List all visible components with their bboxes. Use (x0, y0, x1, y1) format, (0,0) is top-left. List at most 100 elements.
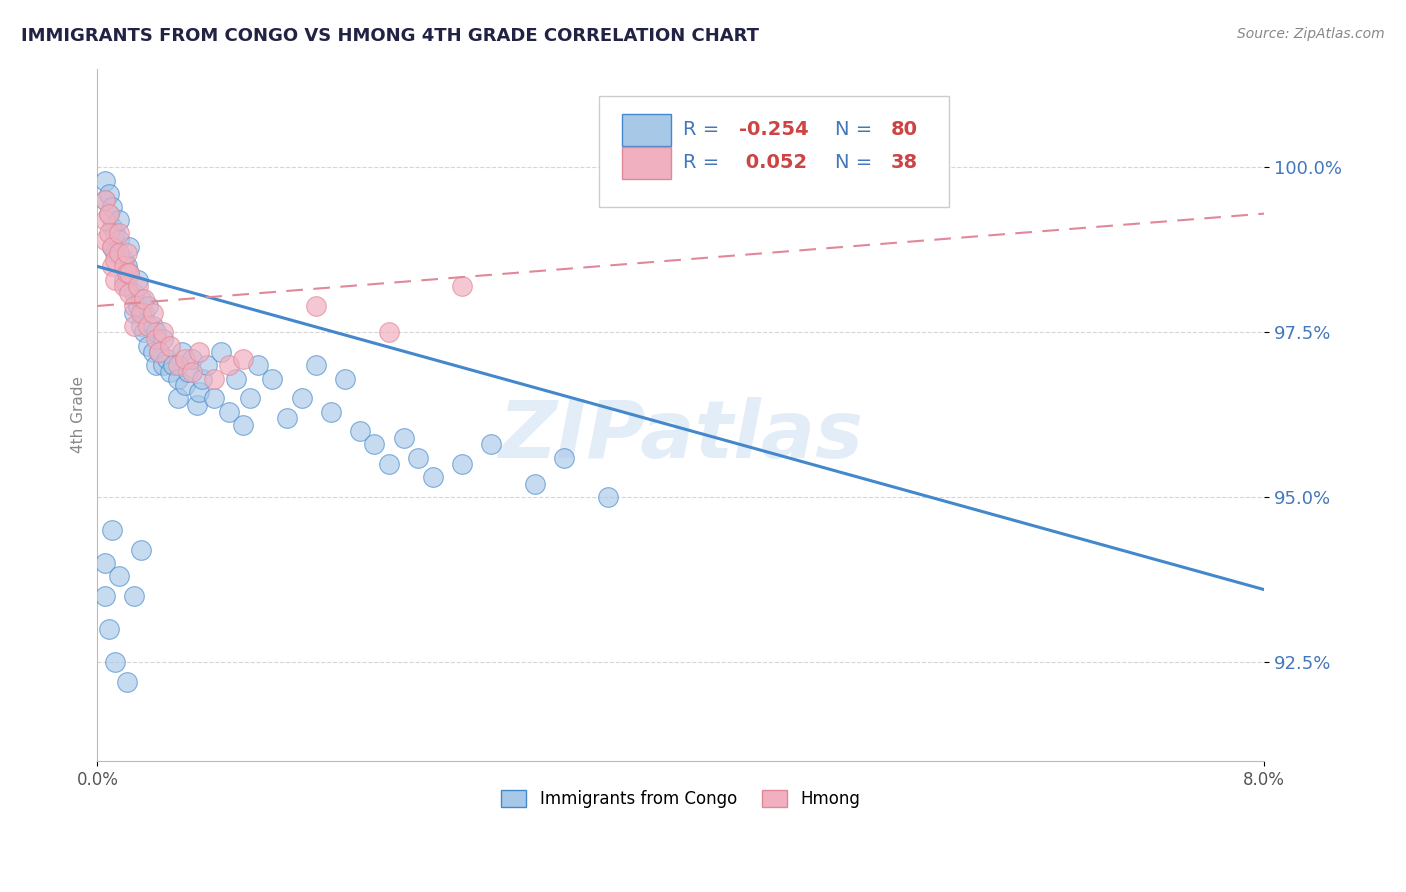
Point (98, 622, 121, 636)
Point (142, 305, 165, 319)
Point (132, 305, 155, 319)
Point (191, 371, 214, 385)
Point (138, 318, 160, 333)
Point (209, 345, 232, 359)
Point (98, 206, 121, 220)
Point (392, 431, 415, 445)
Point (523, 477, 546, 491)
Point (349, 425, 371, 439)
Point (118, 266, 141, 280)
Point (170, 345, 193, 359)
Point (479, 437, 502, 451)
Point (115, 674, 138, 689)
Point (115, 260, 138, 274)
Point (101, 523, 124, 537)
Point (112, 260, 135, 274)
Point (335, 371, 357, 385)
Point (129, 293, 152, 307)
Text: 0.052: 0.052 (740, 153, 807, 172)
Point (378, 326, 401, 340)
Point (363, 437, 385, 451)
Text: ZIPatlas: ZIPatlas (498, 397, 863, 475)
Point (181, 351, 204, 366)
Text: 80: 80 (891, 120, 918, 139)
Point (127, 299, 149, 313)
Point (108, 213, 131, 227)
Text: R =: R = (683, 153, 725, 172)
Point (246, 359, 269, 373)
Point (108, 227, 131, 241)
Point (145, 332, 167, 346)
Point (156, 351, 179, 366)
Point (152, 359, 174, 373)
Point (93, 556, 115, 570)
FancyBboxPatch shape (599, 96, 949, 207)
Point (132, 326, 155, 340)
Point (305, 359, 328, 373)
Point (101, 239, 124, 253)
Point (177, 365, 200, 379)
Point (142, 318, 165, 333)
Point (218, 359, 240, 373)
Point (262, 371, 284, 385)
Point (232, 351, 254, 366)
Point (173, 378, 195, 392)
Point (104, 246, 127, 260)
FancyBboxPatch shape (623, 114, 672, 146)
Point (112, 252, 135, 267)
Point (305, 299, 328, 313)
Point (115, 279, 138, 293)
Point (93, 194, 115, 208)
Point (118, 285, 141, 300)
Point (101, 200, 124, 214)
FancyBboxPatch shape (623, 147, 672, 179)
Point (138, 338, 160, 352)
Point (202, 392, 225, 406)
Point (129, 305, 152, 319)
Point (104, 655, 127, 669)
Point (122, 305, 145, 319)
Point (166, 371, 188, 385)
Point (122, 318, 145, 333)
Point (101, 260, 124, 274)
Point (104, 272, 127, 286)
Point (101, 219, 124, 234)
Point (451, 457, 474, 471)
Point (93, 174, 115, 188)
Point (202, 371, 225, 385)
Point (132, 293, 155, 307)
Text: R =: R = (683, 120, 725, 139)
Point (108, 569, 131, 583)
Point (451, 279, 474, 293)
Point (596, 490, 619, 504)
Point (93, 589, 115, 603)
Point (93, 213, 115, 227)
Y-axis label: 4th Grade: 4th Grade (72, 376, 86, 453)
Point (98, 206, 121, 220)
Point (101, 239, 124, 253)
Point (422, 470, 444, 484)
Point (129, 318, 152, 333)
Point (148, 345, 170, 359)
Text: N =: N = (835, 153, 879, 172)
Point (98, 227, 121, 241)
Point (378, 457, 401, 471)
Point (118, 239, 141, 253)
Point (225, 371, 247, 385)
Point (108, 246, 131, 260)
Point (195, 359, 218, 373)
Point (239, 392, 262, 406)
Point (127, 272, 149, 286)
Point (166, 359, 188, 373)
Point (218, 404, 240, 418)
Point (232, 417, 254, 432)
Point (159, 365, 181, 379)
Point (162, 359, 184, 373)
Point (122, 285, 145, 300)
Text: N =: N = (835, 120, 879, 139)
Text: IMMIGRANTS FROM CONGO VS HMONG 4TH GRADE CORRELATION CHART: IMMIGRANTS FROM CONGO VS HMONG 4TH GRADE… (21, 27, 759, 45)
Point (276, 411, 298, 425)
Point (148, 345, 170, 359)
Point (188, 384, 211, 399)
Point (104, 252, 127, 267)
